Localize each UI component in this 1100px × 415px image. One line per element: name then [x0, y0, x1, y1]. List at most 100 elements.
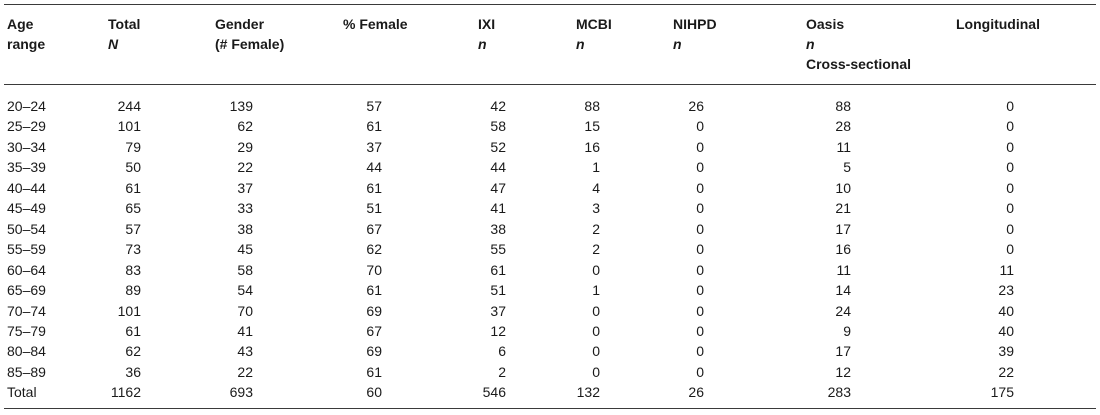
- table-cell: 101: [117, 118, 141, 135]
- table-cell: 11: [836, 138, 851, 155]
- table-cell: 45: [237, 241, 253, 258]
- column-header-line: MCBI: [576, 16, 612, 32]
- table-cell: 0: [696, 363, 704, 380]
- table-cell: 67: [366, 322, 382, 339]
- table-cell: 43: [237, 343, 253, 360]
- table-cell: 16: [584, 138, 600, 155]
- table-cell: 12: [490, 322, 506, 339]
- column-header-5: MCBI n: [576, 14, 612, 54]
- table-cell: 5: [843, 159, 851, 176]
- table-cell: 41: [237, 322, 253, 339]
- table-cell: 89: [125, 282, 141, 299]
- table-cell: 79: [125, 138, 141, 155]
- column-header-4: IXI n: [478, 14, 495, 54]
- age-range-cell: 25–29: [7, 118, 46, 135]
- table-cell: 2: [592, 220, 600, 237]
- table-cell: 24: [835, 302, 851, 319]
- table-cell: 33: [237, 200, 253, 217]
- table-cell: 0: [696, 138, 704, 155]
- table-cell: 6: [498, 343, 506, 360]
- table-cell: 88: [584, 98, 600, 114]
- table-cell: 17: [835, 220, 851, 237]
- table-cell: 61: [125, 179, 141, 196]
- table-cell: 0: [1006, 200, 1014, 217]
- column-header-1: Total N: [108, 14, 140, 54]
- table-cell: 0: [1006, 98, 1014, 114]
- table-cell: 17: [835, 343, 851, 360]
- age-range-cell: 85–89: [7, 363, 46, 380]
- table-cell: 65: [125, 200, 141, 217]
- table-cell: 22: [998, 363, 1014, 380]
- table-cell: 132: [576, 384, 600, 401]
- table-cell: 0: [1006, 179, 1014, 196]
- column-header-line: n: [576, 36, 585, 52]
- table-cell: 0: [696, 322, 704, 339]
- table-cell: 28: [835, 118, 851, 135]
- table-cell: 0: [696, 200, 704, 217]
- table-cell: 693: [229, 384, 253, 401]
- table-cell: 0: [592, 302, 600, 319]
- age-range-cell: 55–59: [7, 241, 46, 258]
- table-cell: 61: [366, 282, 382, 299]
- table-cell: 55: [490, 241, 506, 258]
- table-cell: 101: [117, 302, 141, 319]
- table-cell: 0: [1006, 220, 1014, 237]
- column-header-6: NIHPD n: [673, 14, 717, 54]
- column-header-0: Age range: [7, 14, 45, 54]
- age-range-cell: 75–79: [7, 322, 46, 339]
- table-cell: 61: [366, 363, 382, 380]
- table-cell: 37: [366, 138, 382, 155]
- table-cell: 67: [366, 220, 382, 237]
- table-cell: 44: [490, 159, 506, 176]
- table-cell: 2: [592, 241, 600, 258]
- table-cell: 1: [592, 282, 600, 299]
- table-cell: 37: [237, 179, 253, 196]
- age-range-cell: 70–74: [7, 302, 46, 319]
- table-cell: 0: [696, 343, 704, 360]
- age-range-cell: 35–39: [7, 159, 46, 176]
- table-cell: 42: [490, 98, 506, 114]
- table-cell: 60: [366, 384, 382, 401]
- table-cell: 38: [237, 220, 253, 237]
- table-cell: 41: [490, 200, 506, 217]
- table-cell: 58: [237, 261, 253, 278]
- age-range-cell: 80–84: [7, 343, 46, 360]
- table-cell: 61: [366, 179, 382, 196]
- table-cell: 62: [237, 118, 253, 135]
- column-header-2: Gender (# Female): [215, 14, 284, 54]
- table-cell: 244: [117, 98, 141, 114]
- age-range-cell: 50–54: [7, 220, 46, 237]
- table-cell: 0: [696, 302, 704, 319]
- table-cell: 139: [229, 98, 253, 114]
- table-cell: 4: [592, 179, 600, 196]
- table-cell: 16: [835, 241, 851, 258]
- table-cell: 69: [366, 343, 382, 360]
- table-cell: 47: [490, 179, 506, 196]
- table-cell: 37: [490, 302, 506, 319]
- table-cell: 11: [836, 261, 851, 278]
- table-cell: 57: [366, 98, 382, 114]
- table-cell: 83: [125, 261, 141, 278]
- table-cell: 10: [835, 179, 851, 196]
- column-header-line: n: [478, 36, 487, 52]
- age-range-cell: 65–69: [7, 282, 46, 299]
- table-cell: 0: [592, 261, 600, 278]
- table-cell: 39: [998, 343, 1014, 360]
- column-header-line: Age: [7, 16, 34, 32]
- column-header-7: Oasis n Cross-sectional: [806, 14, 911, 74]
- table-cell: 15: [584, 118, 600, 135]
- column-header-3: % Female: [343, 14, 408, 34]
- column-header-line: Longitudinal: [956, 16, 1040, 32]
- table-cell: 175: [990, 384, 1014, 401]
- column-header-line: IXI: [478, 16, 496, 32]
- table-cell: 0: [696, 159, 704, 176]
- table-cell: 61: [490, 261, 506, 278]
- table-cell: 26: [688, 384, 704, 401]
- table-cell: 50: [125, 159, 141, 176]
- age-range-cell: 45–49: [7, 200, 46, 217]
- age-range-cell: Total: [7, 384, 37, 401]
- table-cell: 3: [592, 200, 600, 217]
- table-cell: 61: [125, 322, 141, 339]
- table-cell: 70: [237, 302, 253, 319]
- table-cell: 0: [592, 343, 600, 360]
